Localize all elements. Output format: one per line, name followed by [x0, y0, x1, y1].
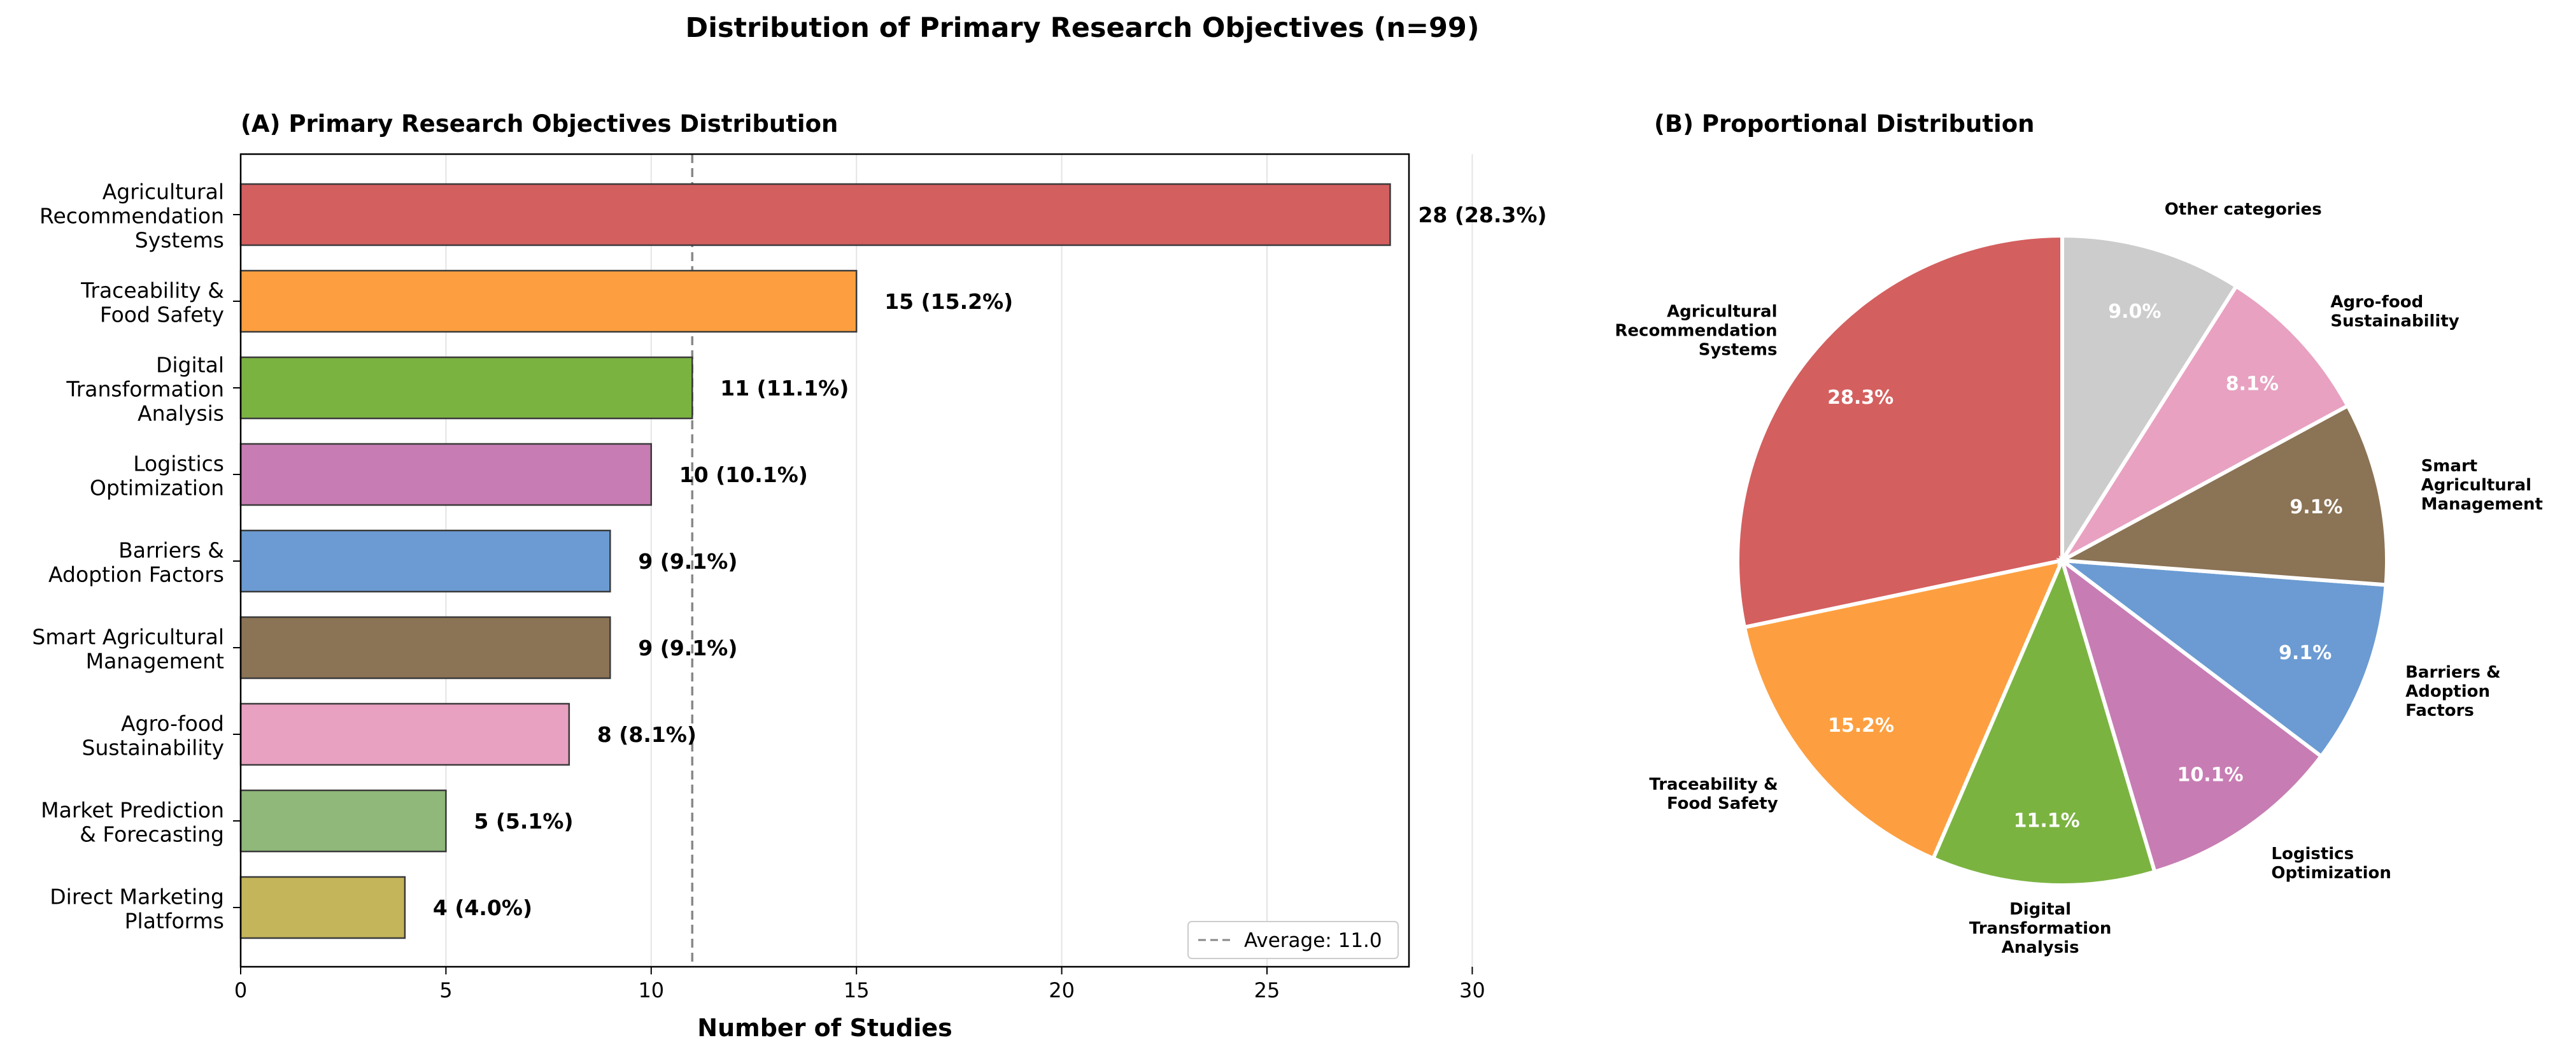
bar-chart-x-ticks: 0 5 10 15 20 25 30: [234, 967, 1485, 1002]
pie-category-label: Digital Transformation Analysis: [1969, 900, 2112, 957]
pie-slice: [2056, 283, 2351, 566]
bar: [239, 529, 611, 593]
bar-data-label: 8 (8.1%): [597, 722, 697, 747]
pie-slice: [2056, 558, 2388, 759]
bar: [239, 356, 693, 420]
pie-category-label: Smart Agricultural Management: [2421, 457, 2543, 514]
pie-slice: [1736, 233, 2064, 630]
bar: [239, 876, 406, 939]
pie-percent-label: 9.1%: [2279, 642, 2332, 664]
pie-category-label: Barriers & Adoption Factors: [2405, 663, 2501, 720]
pie-category-label: Other categories: [2165, 200, 2322, 219]
pie-percent-labels: 28.3% 15.2% 11.1% 10.1% 9.1% 9.1% 8.1% 9.0%: [1827, 301, 2342, 832]
category-label: Direct Marketing Platforms: [50, 884, 224, 933]
bar-data-label: 10 (10.1%): [679, 462, 808, 487]
pie-category-labels: Agricultural Recommendation Systems Traceab…: [1615, 200, 2543, 957]
bar-data-label: 11 (11.1%): [720, 376, 849, 401]
category-label: Logistics Optimization: [90, 451, 224, 500]
bar-chart-data-labels: 28 (28.3%) 15 (15.2%) 11 (11.1%) 10 (10.1%)…: [433, 203, 1547, 920]
bar: [239, 443, 653, 506]
pie-percent-label: 15.2%: [1828, 715, 1894, 737]
pie-category-label: Agro-food Sustainability: [2330, 292, 2459, 331]
pie-percent-label: 8.1%: [2226, 373, 2279, 395]
legend-average-label: Average: 11.0: [1244, 929, 1382, 952]
x-tick-label: 10: [638, 978, 664, 1002]
legend-frame: [1187, 921, 1399, 959]
category-label: Traceability & Food Safety: [80, 278, 224, 327]
x-tick-label: 5: [439, 978, 452, 1002]
bar: [239, 269, 858, 333]
category-label: Smart Agricultural Management: [32, 624, 224, 673]
pie-category-label: Agricultural Recommendation Systems: [1615, 302, 1777, 359]
pie-chart-title: (B) Proportional Distribution: [1654, 110, 2035, 138]
x-tick-label: 25: [1254, 978, 1280, 1002]
pie-percent-label: 9.1%: [2289, 496, 2342, 518]
bar-data-label: 4 (4.0%): [433, 895, 532, 920]
pie-percent-label: 28.3%: [1827, 387, 1893, 409]
pie-slice: [1742, 557, 2066, 861]
category-label: Market Prediction & Forecasting: [41, 797, 224, 846]
pie-slice: [2055, 403, 2389, 587]
x-tick-label: 30: [1459, 978, 1485, 1002]
average-legend: Average: 11.0: [1187, 921, 1399, 959]
pie-percent-label: 11.1%: [2014, 809, 2080, 832]
bar-chart-title: (A) Primary Research Objectives Distribu…: [241, 110, 838, 138]
bar: [239, 616, 611, 680]
pie-slice: [2060, 233, 2239, 567]
bar-chart-bars: [239, 183, 1391, 939]
pie-category-label: Traceability & Food Safety: [1649, 775, 1778, 813]
figure-title: Distribution of Primary Research Objecti…: [686, 12, 1480, 44]
bar: [239, 702, 570, 766]
bar-data-label: 9 (9.1%): [638, 636, 737, 660]
category-label: Barriers & Adoption Factors: [48, 538, 224, 587]
bar-data-label: 28 (28.3%): [1418, 203, 1546, 227]
pie-slices: [1736, 233, 2389, 887]
bar-data-label: 9 (9.1%): [638, 549, 737, 574]
category-label: Agro-food Sustainability: [82, 711, 224, 760]
bar-chart-panel: (A) Primary Research Objectives Distribu…: [32, 110, 1546, 1042]
pie-percent-label: 10.1%: [2177, 764, 2243, 786]
bar-chart-plot-frame: [239, 153, 1410, 968]
pie-percent-label: 9.0%: [2108, 301, 2161, 323]
bar-chart-category-labels: Agricultural Recommendation Systems Traceab…: [32, 179, 241, 933]
pie-slice: [1930, 555, 2158, 887]
x-axis-label: Number of Studies: [697, 1014, 952, 1042]
x-tick-label: 0: [234, 978, 247, 1002]
bar: [239, 789, 447, 853]
bar-data-label: 5 (5.1%): [474, 809, 573, 834]
category-label: Agricultural Recommendation Systems: [39, 179, 224, 252]
x-tick-label: 15: [844, 978, 870, 1002]
pie-category-label: Logistics Optimization: [2271, 844, 2391, 883]
bar-data-label: 15 (15.2%): [884, 289, 1013, 314]
category-label: Digital Transformation Analysis: [66, 352, 224, 425]
bar: [239, 183, 1391, 246]
pie-slice: [2058, 555, 2325, 874]
x-tick-label: 20: [1049, 978, 1075, 1002]
pie-chart-panel: (B) Proportional Distribution 28.3% 15.2%…: [1615, 110, 2543, 957]
